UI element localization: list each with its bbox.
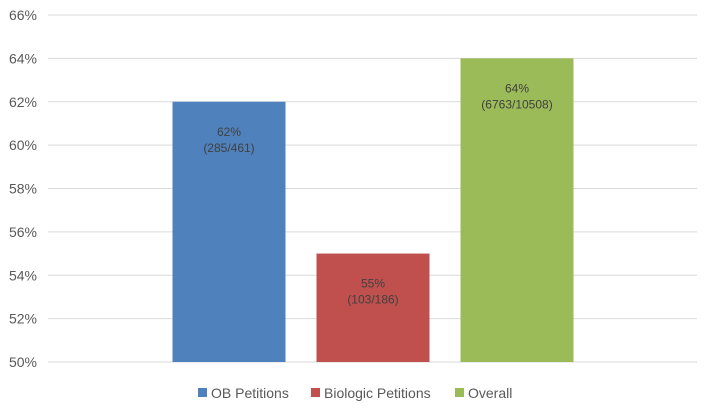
legend-label: OB Petitions [211,385,289,401]
data-label: 55% [361,277,385,291]
y-tick-label: 58% [9,181,37,197]
y-tick-label: 52% [9,311,37,327]
legend-swatch [311,388,320,397]
data-sub-label: (285/461) [203,141,254,155]
data-sub-label: (6763/10508) [481,97,552,111]
bar-overall [460,58,574,362]
legend-swatch [198,388,207,397]
y-tick-label: 56% [9,224,37,240]
data-label: 62% [217,125,241,139]
y-tick-label: 66% [9,7,37,23]
bar-biologic-petitions [316,253,430,362]
bar-ob-petitions [172,101,286,362]
legend-swatch [455,388,464,397]
legend-label: Overall [468,385,512,401]
legend-label: Biologic Petitions [324,385,431,401]
y-tick-label: 54% [9,267,37,283]
data-sub-label: (103/186) [347,293,398,307]
data-label: 64% [505,81,529,95]
y-tick-label: 60% [9,137,37,153]
y-tick-label: 62% [9,94,37,110]
y-tick-label: 50% [9,354,37,370]
y-tick-label: 64% [9,50,37,66]
